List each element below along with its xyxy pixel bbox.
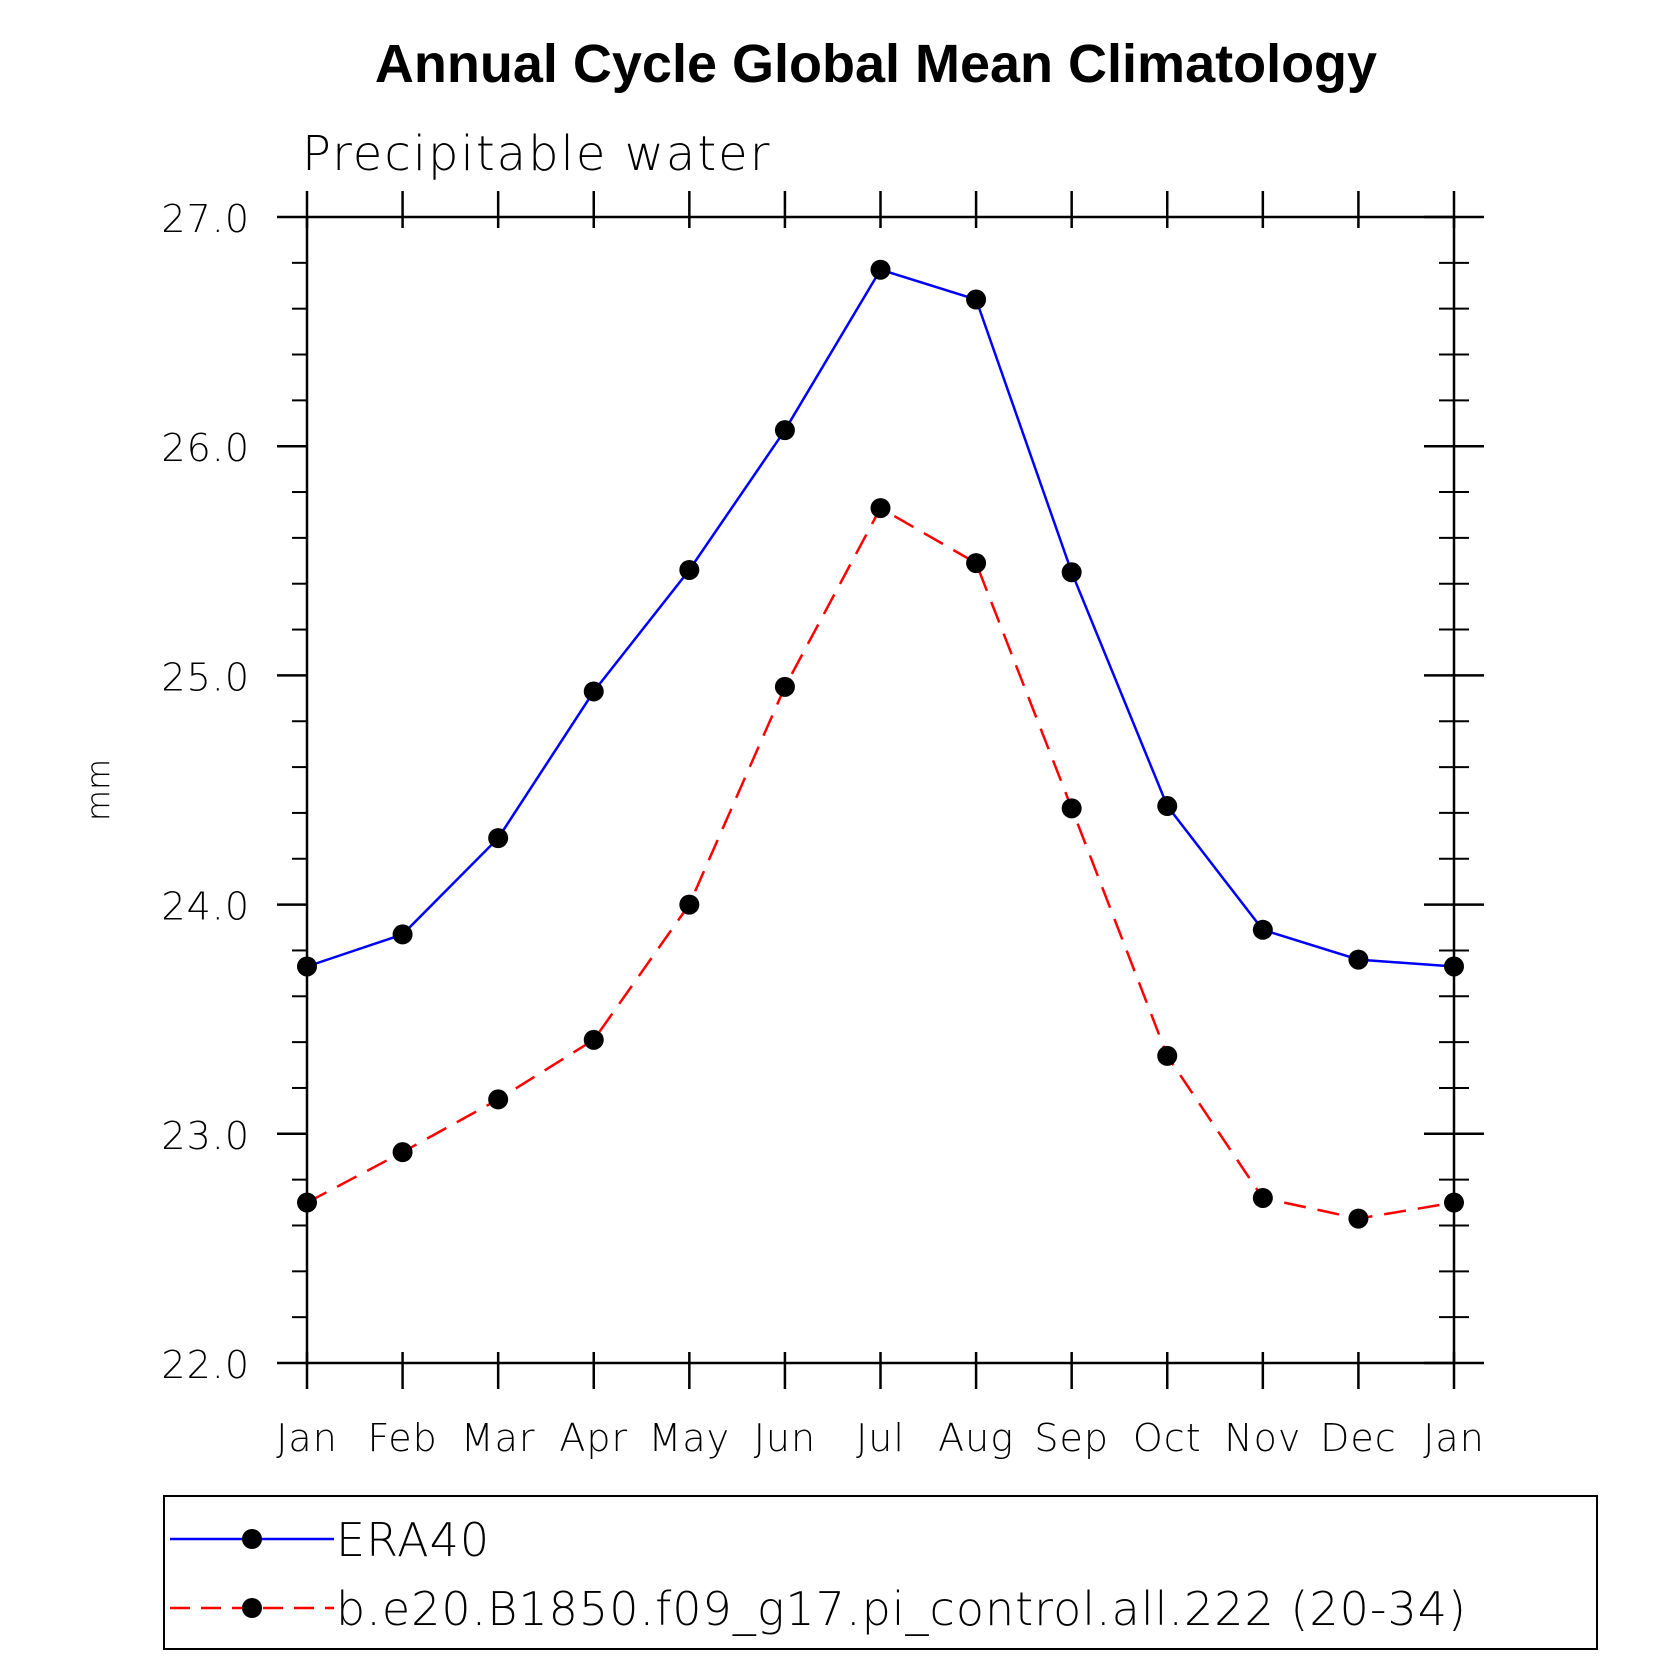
legend-box xyxy=(163,1495,1598,1650)
data-point xyxy=(488,828,509,849)
data-point xyxy=(583,681,604,702)
data-point xyxy=(583,1029,604,1050)
x-tick-label: Dec xyxy=(1320,1416,1397,1460)
data-point xyxy=(774,420,795,441)
x-tick-label: Oct xyxy=(1133,1416,1202,1460)
x-tick-label: Apr xyxy=(559,1416,628,1460)
x-tick-label: Nov xyxy=(1224,1416,1301,1460)
y-tick-label: 23.0 xyxy=(161,1114,250,1158)
data-point xyxy=(1157,1045,1178,1066)
legend-entry-model: b.e20.B1850.f09_g17.pi_control.all.222 (… xyxy=(170,1582,1467,1636)
x-tick-label: Mar xyxy=(461,1416,536,1460)
data-point xyxy=(966,289,987,310)
data-point xyxy=(297,956,317,977)
x-tick-label: Sep xyxy=(1034,1416,1109,1460)
y-tick-label: 25.0 xyxy=(161,655,250,699)
data-point xyxy=(679,559,700,580)
y-tick-label: 27.0 xyxy=(161,197,250,241)
data-point xyxy=(297,1192,317,1213)
data-point xyxy=(1348,1208,1369,1229)
legend-marker-model xyxy=(242,1598,262,1618)
axes-ticks xyxy=(277,191,1484,1389)
x-tick-label: Aug xyxy=(938,1416,1014,1460)
chart-title: Annual Cycle Global Mean Climatology xyxy=(375,34,1377,94)
series-line-0 xyxy=(306,268,1455,968)
data-point xyxy=(488,1089,509,1110)
data-point xyxy=(870,498,891,519)
legend-marker-era40 xyxy=(242,1529,262,1549)
plot-frame xyxy=(305,215,1456,1365)
x-tick-label: Jan xyxy=(1423,1416,1485,1460)
legend-label-era40: ERA40 xyxy=(336,1513,490,1567)
data-point xyxy=(1157,796,1178,817)
legend-label-model: b.e20.B1850.f09_g17.pi_control.all.222 (… xyxy=(336,1582,1467,1636)
x-tick-label: Jan xyxy=(276,1416,338,1460)
data-point xyxy=(1444,1192,1464,1213)
x-tick-label: Jul xyxy=(856,1416,905,1460)
series-line-1 xyxy=(306,506,1455,1220)
y-tick-label: 24.0 xyxy=(161,885,250,929)
chart-subtitle: Precipitable water xyxy=(302,126,771,182)
y-axis-label: mm xyxy=(79,759,117,821)
data-point xyxy=(392,924,413,945)
legend: ERA40 b.e20.B1850.f09_g17.pi_control.all… xyxy=(163,1495,1598,1650)
x-tick-label: Feb xyxy=(367,1416,437,1460)
data-point xyxy=(966,553,987,574)
data-point xyxy=(1061,562,1082,583)
data-point xyxy=(870,259,891,280)
data-point xyxy=(1444,956,1464,977)
legend-entry-era40: ERA40 xyxy=(170,1513,490,1567)
y-tick-labels: 22.0 23.0 24.0 25.0 26.0 27.0 xyxy=(161,197,250,1387)
y-tick-label: 26.0 xyxy=(161,426,250,470)
data-point xyxy=(774,676,795,697)
x-tick-label: Jun xyxy=(754,1416,816,1460)
data-point xyxy=(679,894,700,915)
data-point xyxy=(1348,949,1369,970)
data-point xyxy=(1252,1187,1273,1208)
y-tick-label: 22.0 xyxy=(161,1343,250,1387)
data-point xyxy=(1061,798,1082,819)
x-tick-labels: Jan Feb Mar Apr May Jun Jul Aug Sep Oct Nov Dec Jan xyxy=(276,1416,1485,1460)
data-point xyxy=(1252,919,1273,940)
data-series xyxy=(297,259,1464,1229)
x-tick-label: May xyxy=(649,1416,731,1460)
data-point xyxy=(392,1142,413,1163)
